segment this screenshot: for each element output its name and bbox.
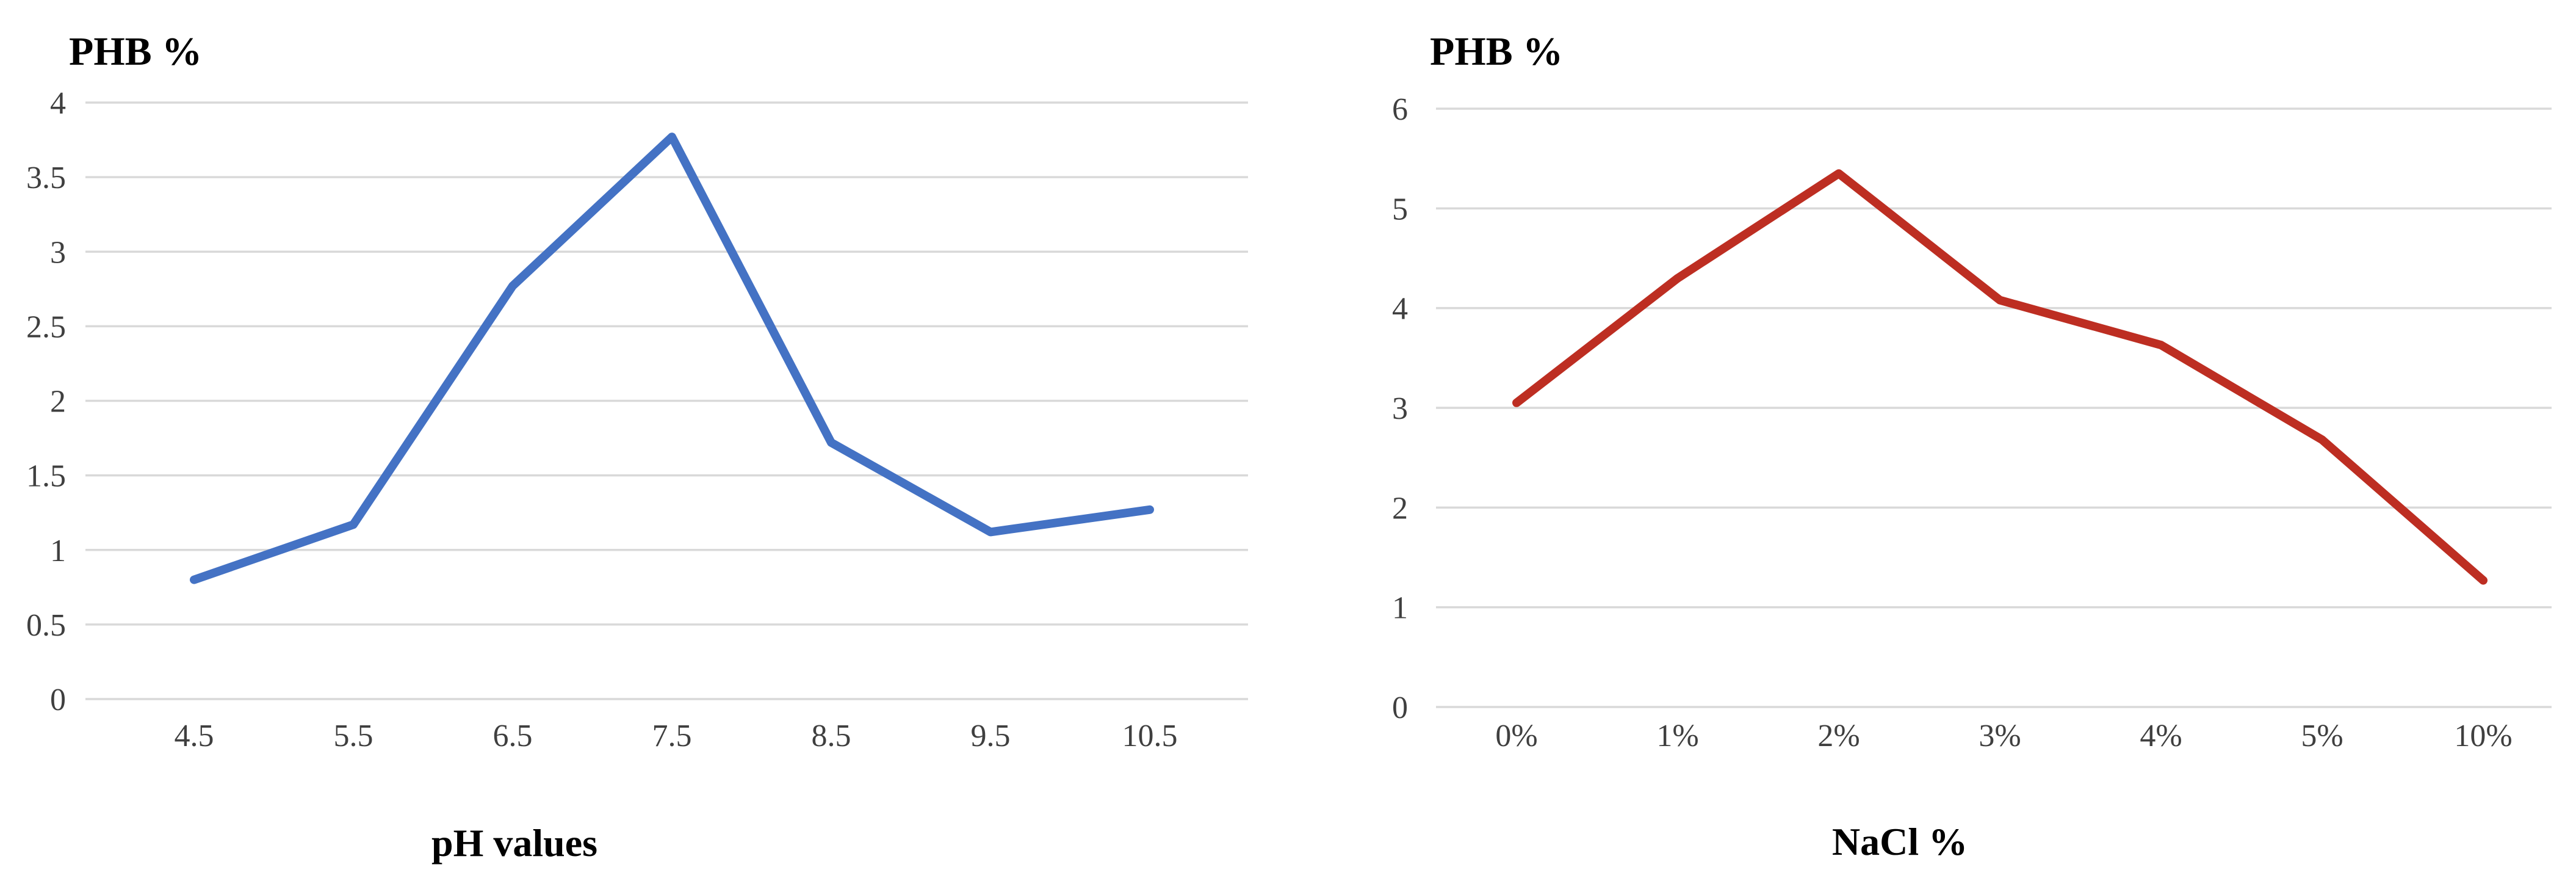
ph-x-tick-label: 8.5	[812, 719, 851, 753]
nacl-y-tick-label: 5	[1392, 192, 1408, 227]
ph-y-tick-label: 4	[50, 86, 66, 121]
ph-y-tick-label: 2.5	[26, 310, 66, 344]
ph-chart-plot-area: 0 0.5 1 1.5 2 2.5 3 3.5 4 4.5 5.5 6.5 7.5 8.5 9.5 10.5	[26, 86, 1248, 753]
ph-chart: PHB % 0 0.5 1 1.5 2 2.5 3 3.5 4 4.5 5.5 6.5 7.5 8.5 9.…	[26, 29, 1248, 865]
nacl-series-line	[1512, 169, 2488, 585]
ph-x-tick-label: 4.5	[175, 719, 214, 753]
nacl-x-tick-label: 3%	[1979, 719, 2021, 753]
ph-chart-title: PHB %	[69, 29, 202, 74]
nacl-x-tick-label: 1%	[1656, 719, 1698, 753]
ph-y-tick-label: 0	[50, 683, 66, 717]
ph-y-tick-label: 1	[50, 534, 66, 568]
nacl-x-tick-label: 10%	[2454, 719, 2512, 753]
nacl-x-axis-title: NaCl %	[1832, 820, 1968, 863]
ph-series-line	[190, 132, 1154, 584]
ph-x-tick-label: 6.5	[493, 719, 533, 753]
ph-y-tick-label: 2	[50, 385, 66, 419]
nacl-y-tick-label: 3	[1392, 391, 1408, 426]
ph-y-tick-label: 3	[50, 235, 66, 270]
nacl-chart: PHB % 0 1 2 3 4 5 6 0% 1% 2% 3% 4% 5% 10% NaCl %	[1392, 29, 2552, 863]
nacl-chart-title: PHB %	[1430, 29, 1563, 74]
nacl-x-tick-label: 2%	[1817, 719, 1860, 753]
ph-y-tick-label: 0.5	[26, 608, 66, 643]
nacl-x-tick-label: 5%	[2301, 719, 2343, 753]
nacl-y-tick-label: 4	[1392, 292, 1408, 327]
ph-x-axis-title: pH values	[431, 821, 597, 865]
nacl-x-tick-label: 0%	[1495, 719, 1537, 753]
nacl-y-tick-label: 2	[1392, 491, 1408, 526]
ph-x-tick-label: 10.5	[1122, 719, 1178, 753]
ph-x-tick-label: 7.5	[652, 719, 692, 753]
nacl-chart-plot-area: 0 1 2 3 4 5 6 0% 1% 2% 3% 4% 5% 10%	[1392, 92, 2552, 753]
ph-y-tick-label: 1.5	[26, 459, 66, 494]
nacl-y-tick-label: 0	[1392, 691, 1408, 725]
nacl-y-tick-label: 1	[1392, 591, 1408, 626]
ph-x-tick-label: 9.5	[971, 719, 1011, 753]
ph-y-tick-label: 3.5	[26, 161, 66, 195]
ph-x-tick-label: 5.5	[334, 719, 373, 753]
nacl-x-tick-label: 4%	[2140, 719, 2182, 753]
nacl-y-tick-label: 6	[1392, 92, 1408, 127]
